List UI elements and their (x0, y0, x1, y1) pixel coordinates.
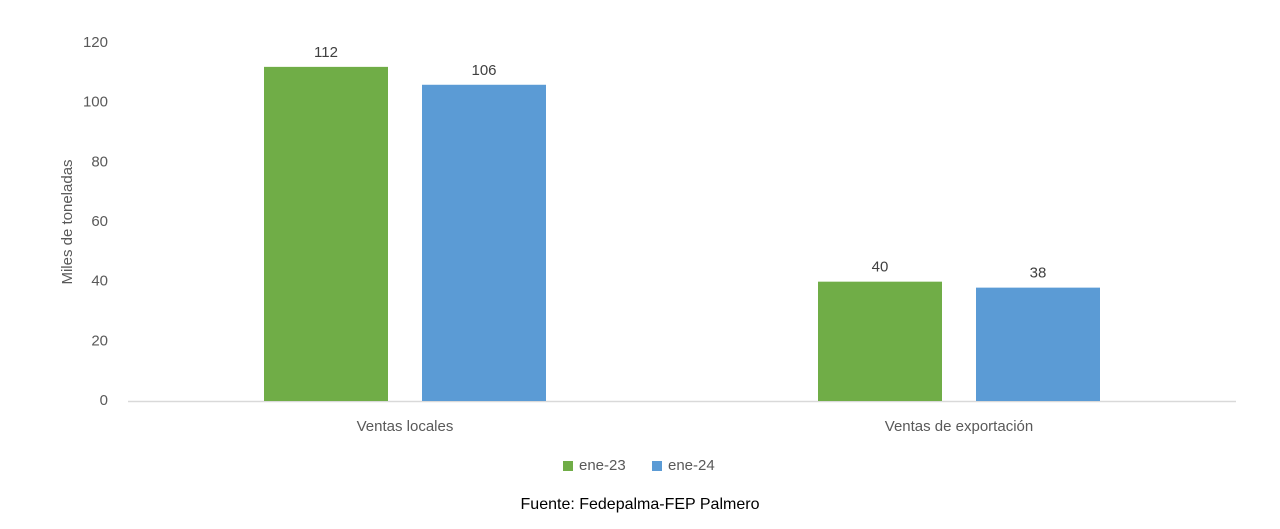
data-label: 38 (1030, 265, 1047, 282)
category-labels: Ventas locales Ventas de exportación (357, 418, 1034, 435)
y-tick-label: 80 (91, 153, 108, 170)
legend-label: ene-23 (579, 457, 626, 474)
data-label: 106 (471, 62, 496, 79)
y-tick-label: 20 (91, 332, 108, 349)
data-labels: 112 106 40 38 (314, 44, 1046, 282)
legend-swatch (652, 461, 662, 471)
y-tick-label: 60 (91, 213, 108, 230)
y-tick-label: 0 (100, 392, 108, 409)
legend-item: ene-23 (563, 457, 626, 474)
y-tick-label: 40 (91, 273, 108, 290)
bar-ene-24-1 (976, 287, 1100, 401)
legend-item: ene-24 (652, 457, 715, 474)
bar-ene-23-0 (264, 66, 388, 401)
bars (264, 66, 1100, 402)
legend-swatch (563, 461, 573, 471)
y-axis-title-group: Miles de toneladas (59, 159, 76, 284)
category-label: Ventas locales (357, 418, 454, 435)
data-label: 112 (314, 44, 338, 61)
bar-ene-23-1 (818, 281, 942, 401)
source-note: Fuente: Fedepalma-FEP Palmero (521, 496, 760, 513)
y-axis-title: Miles de toneladas (59, 159, 76, 284)
legend: ene-23 ene-24 (563, 457, 715, 474)
bar-ene-24-0 (422, 84, 546, 402)
y-tick-labels: 0 20 40 60 80 100 120 (83, 34, 108, 409)
legend-label: ene-24 (668, 457, 715, 474)
y-tick-label: 100 (83, 94, 108, 111)
data-label: 40 (872, 259, 889, 276)
category-label: Ventas de exportación (885, 418, 1033, 435)
y-tick-label: 120 (83, 34, 108, 51)
